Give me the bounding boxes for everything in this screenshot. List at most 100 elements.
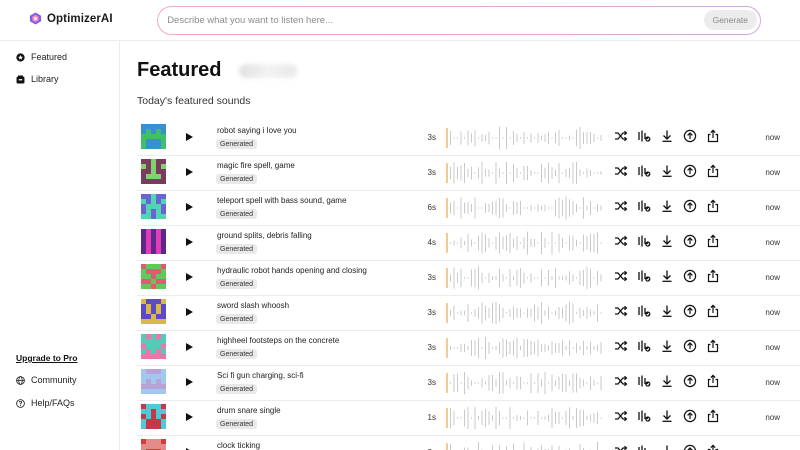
share-icon[interactable]: [706, 304, 720, 318]
sound-timestamp: now: [765, 378, 780, 387]
sound-prompt: ground splits, debris falling: [217, 231, 312, 240]
download-icon[interactable]: [660, 164, 674, 178]
shuffle-icon[interactable]: [614, 129, 628, 143]
upload-icon[interactable]: [683, 304, 697, 318]
shuffle-icon[interactable]: [614, 409, 628, 423]
shuffle-icon[interactable]: [614, 164, 628, 178]
sidebar-item-library[interactable]: Library: [16, 74, 59, 84]
shuffle-icon[interactable]: [614, 444, 628, 450]
shuffle-icon[interactable]: [614, 199, 628, 213]
share-icon[interactable]: [706, 164, 720, 178]
share-icon[interactable]: [706, 409, 720, 423]
waveform[interactable]: [446, 159, 606, 187]
variations-icon[interactable]: [637, 304, 651, 318]
share-icon[interactable]: [706, 129, 720, 143]
play-icon[interactable]: [184, 342, 194, 352]
play-icon[interactable]: [184, 412, 194, 422]
play-icon[interactable]: [184, 202, 194, 212]
variations-icon[interactable]: [637, 164, 651, 178]
upload-icon[interactable]: [683, 199, 697, 213]
generated-badge: Generated: [216, 209, 258, 219]
share-icon[interactable]: [706, 374, 720, 388]
upload-icon[interactable]: [683, 234, 697, 248]
shuffle-icon[interactable]: [614, 304, 628, 318]
sound-row[interactable]: ground splits, debris falling Generated 4s…: [137, 226, 800, 261]
sound-row[interactable]: robot saying i love you Generated 3s now: [137, 121, 800, 156]
row-actions: [614, 339, 720, 353]
shuffle-icon[interactable]: [614, 269, 628, 283]
sidebar-item-help[interactable]: Help/FAQs: [16, 398, 75, 408]
sound-timestamp: now: [765, 448, 780, 450]
upload-icon[interactable]: [683, 129, 697, 143]
variations-icon[interactable]: [637, 374, 651, 388]
download-icon[interactable]: [660, 409, 674, 423]
waveform[interactable]: [446, 369, 606, 397]
download-icon[interactable]: [660, 444, 674, 450]
share-icon[interactable]: [706, 269, 720, 283]
download-icon[interactable]: [660, 234, 674, 248]
download-icon[interactable]: [660, 129, 674, 143]
sound-list: robot saying i love you Generated 3s now mag…: [137, 121, 800, 450]
upload-icon[interactable]: [683, 409, 697, 423]
download-icon[interactable]: [660, 304, 674, 318]
sound-row[interactable]: sword slash whoosh Generated 3s now: [137, 296, 800, 331]
variations-icon[interactable]: [637, 409, 651, 423]
play-icon[interactable]: [184, 237, 194, 247]
waveform[interactable]: [446, 439, 606, 450]
shuffle-icon[interactable]: [614, 339, 628, 353]
logo[interactable]: OptimizerAI: [29, 12, 113, 25]
upload-icon[interactable]: [683, 444, 697, 450]
search-input[interactable]: [167, 7, 688, 34]
sound-thumbnail: [141, 299, 166, 324]
waveform[interactable]: [446, 404, 606, 432]
share-icon[interactable]: [706, 444, 720, 450]
sound-duration: 4s: [427, 238, 436, 247]
variations-icon[interactable]: [637, 339, 651, 353]
play-icon[interactable]: [184, 307, 194, 317]
sound-row[interactable]: magic fire spell, game Generated 3s now: [137, 156, 800, 191]
waveform[interactable]: [446, 334, 606, 362]
sidebar-item-community[interactable]: Community: [16, 375, 77, 385]
upload-icon[interactable]: [683, 269, 697, 283]
play-icon[interactable]: [184, 272, 194, 282]
share-icon[interactable]: [706, 234, 720, 248]
sound-thumbnail: [141, 229, 166, 254]
play-icon[interactable]: [184, 377, 194, 387]
waveform[interactable]: [446, 264, 606, 292]
sound-row[interactable]: teleport spell with bass sound, game Gene…: [137, 191, 800, 226]
sound-row[interactable]: drum snare single Generated 1s now: [137, 401, 800, 436]
shuffle-icon[interactable]: [614, 374, 628, 388]
download-icon[interactable]: [660, 199, 674, 213]
waveform[interactable]: [446, 229, 606, 257]
variations-icon[interactable]: [637, 444, 651, 450]
share-icon[interactable]: [706, 199, 720, 213]
app-name: OptimizerAI: [47, 12, 113, 25]
download-icon[interactable]: [660, 339, 674, 353]
variations-icon[interactable]: [637, 129, 651, 143]
variations-icon[interactable]: [637, 269, 651, 283]
sound-row[interactable]: hydraulic robot hands opening and closin…: [137, 261, 800, 296]
sound-row[interactable]: highheel footsteps on the concrete Genera…: [137, 331, 800, 366]
play-icon[interactable]: [184, 167, 194, 177]
sidebar-item-featured[interactable]: Featured: [16, 52, 67, 62]
variations-icon[interactable]: [637, 234, 651, 248]
sound-row[interactable]: clock tickingGenerated3snow: [137, 436, 800, 450]
download-icon[interactable]: [660, 269, 674, 283]
upload-icon[interactable]: [683, 339, 697, 353]
waveform[interactable]: [446, 299, 606, 327]
upload-icon[interactable]: [683, 374, 697, 388]
sound-row[interactable]: Sci fi gun charging, sci-fi Generated 3s no…: [137, 366, 800, 401]
waveform[interactable]: [446, 194, 606, 222]
shuffle-icon[interactable]: [614, 234, 628, 248]
upgrade-link[interactable]: Upgrade to Pro: [16, 353, 78, 363]
download-icon[interactable]: [660, 374, 674, 388]
waveform[interactable]: [446, 124, 606, 152]
upload-icon[interactable]: [683, 164, 697, 178]
play-icon[interactable]: [184, 132, 194, 142]
sound-duration: 6s: [427, 203, 436, 212]
sound-prompt: hydraulic robot hands opening and closin…: [217, 266, 367, 275]
share-icon[interactable]: [706, 339, 720, 353]
variations-icon[interactable]: [637, 199, 651, 213]
sound-duration: 3s: [427, 378, 436, 387]
generate-button[interactable]: Generate: [703, 10, 757, 31]
